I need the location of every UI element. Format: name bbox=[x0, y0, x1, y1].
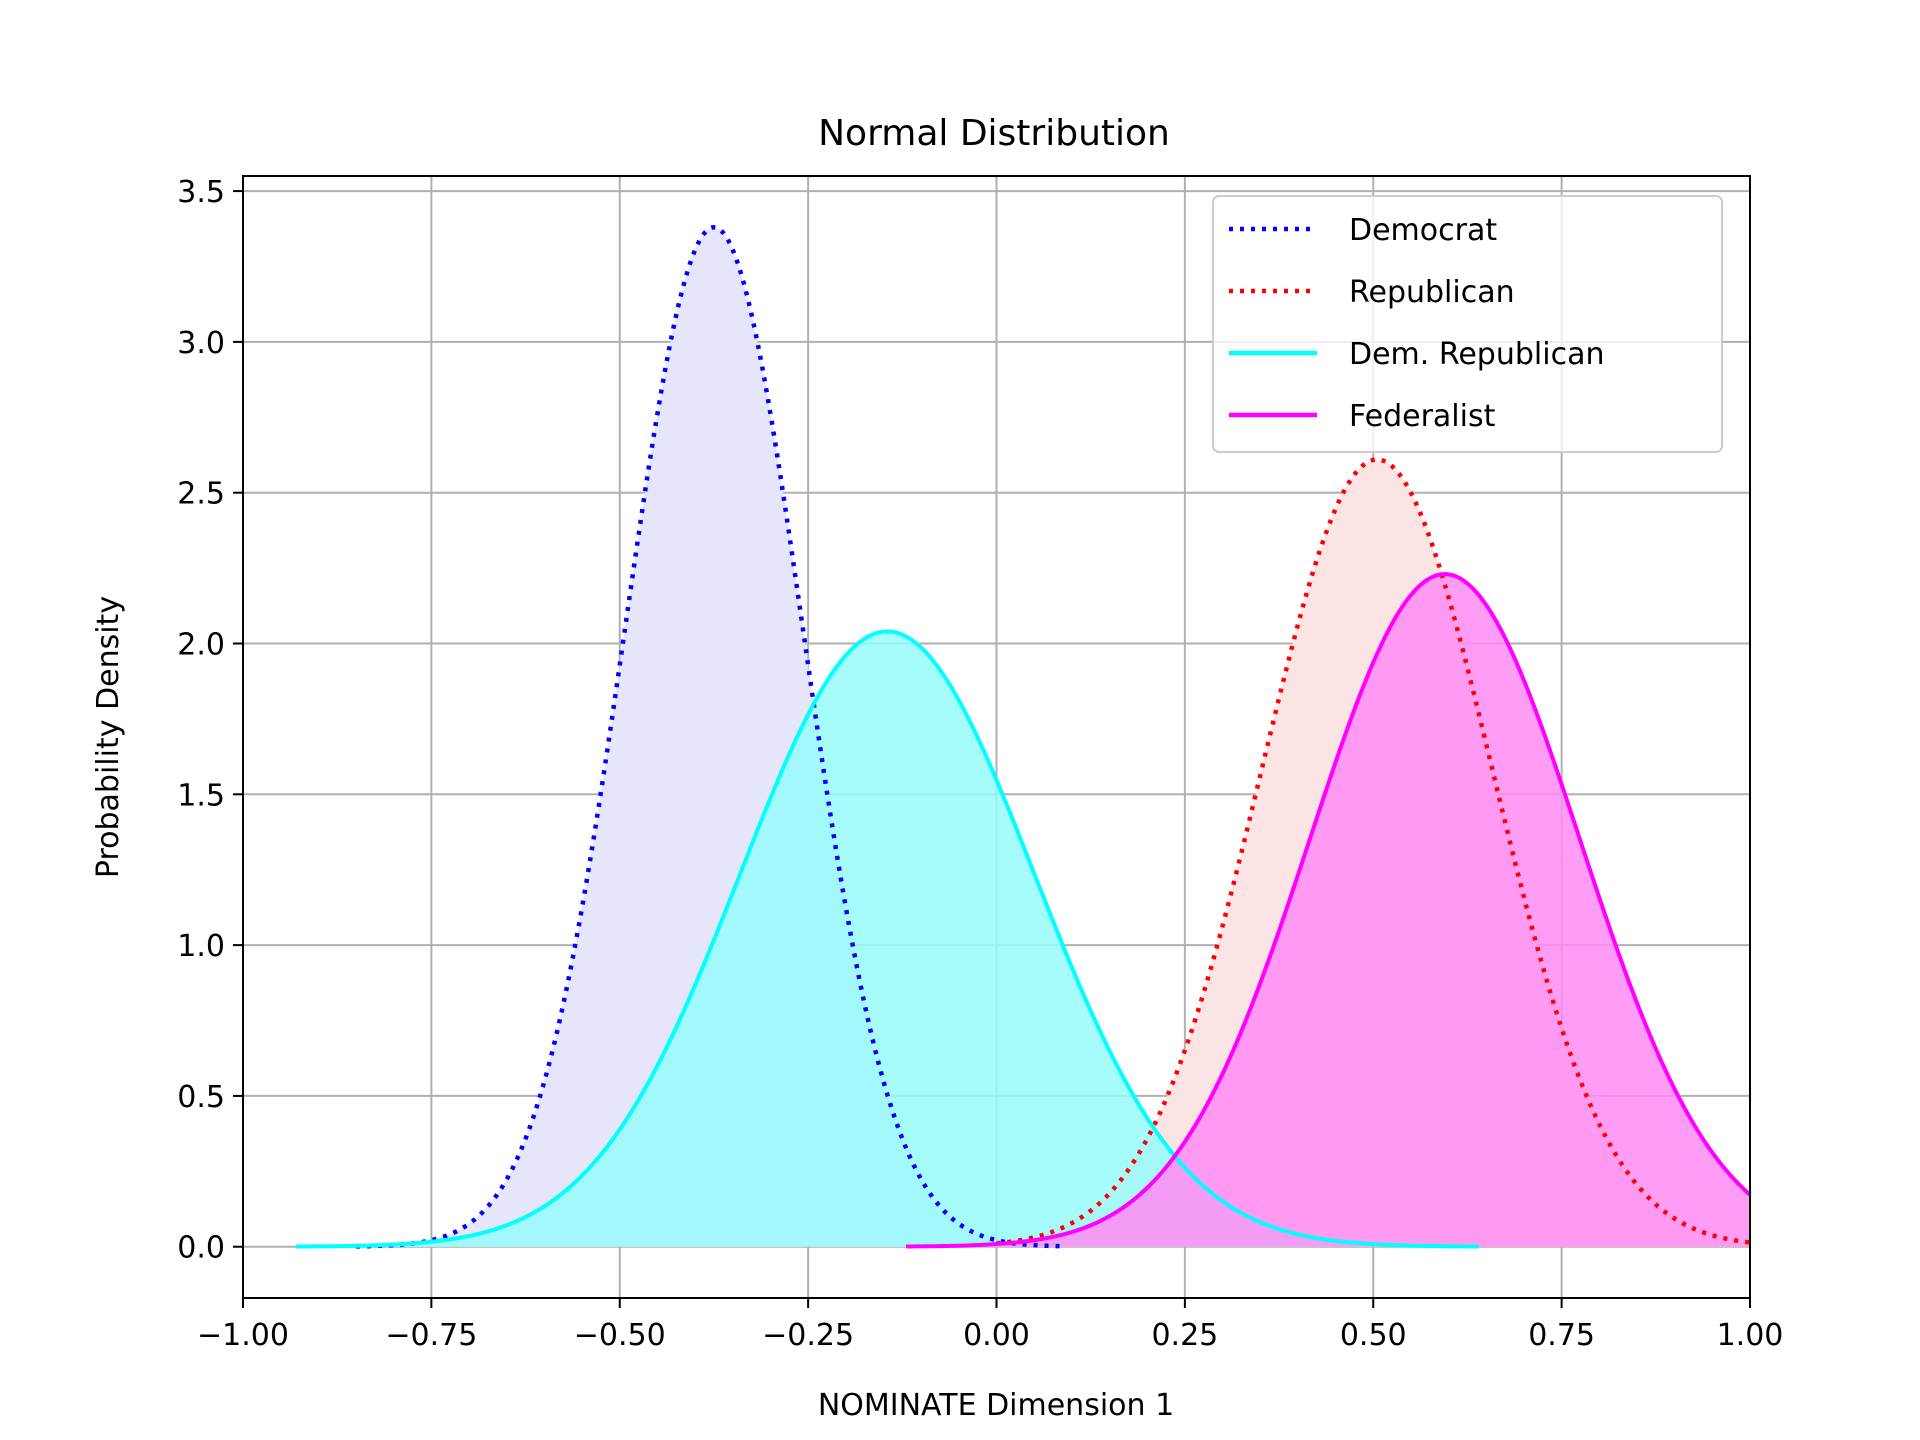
x-tick-label: 0.00 bbox=[963, 1318, 1030, 1353]
x-tick-label: −0.50 bbox=[574, 1318, 666, 1353]
y-tick-label: 0.5 bbox=[177, 1080, 225, 1115]
legend-label: Republican bbox=[1349, 275, 1515, 310]
x-tick-label: 0.75 bbox=[1528, 1318, 1595, 1353]
y-tick-label: 3.0 bbox=[177, 326, 225, 361]
series-lines bbox=[295, 225, 1752, 1249]
series-fill-federalist bbox=[906, 574, 1750, 1247]
series-line-federalist bbox=[906, 572, 1752, 1249]
series-line-dem-republican bbox=[295, 629, 1479, 1249]
x-tick-label: 0.25 bbox=[1151, 1318, 1218, 1353]
legend-label: Democrat bbox=[1349, 213, 1497, 248]
x-axis: −1.00 −0.75 −0.50 −0.25 0.00 0.25 0.50 0.75 1.00 bbox=[197, 1298, 1783, 1353]
y-axis: 0.0 0.5 1.0 1.5 2.0 2.5 3.0 3.5 bbox=[177, 175, 243, 1266]
y-tick-label: 1.5 bbox=[177, 778, 225, 813]
y-tick-label: 2.5 bbox=[177, 477, 225, 512]
chart-title: Normal Distribution bbox=[818, 113, 1170, 154]
x-tick-label: −0.25 bbox=[762, 1318, 854, 1353]
y-tick-label: 1.0 bbox=[177, 929, 225, 964]
y-axis-label: Probability Density bbox=[91, 596, 126, 878]
x-tick-label: 1.00 bbox=[1717, 1318, 1784, 1353]
series-fills bbox=[295, 227, 1750, 1247]
legend-label: Federalist bbox=[1349, 399, 1496, 434]
series-line-democrat bbox=[355, 225, 1065, 1249]
y-tick-label: 3.5 bbox=[177, 175, 225, 210]
legend-label: Dem. Republican bbox=[1349, 337, 1604, 372]
x-tick-label: −1.00 bbox=[197, 1318, 289, 1353]
x-tick-label: 0.50 bbox=[1340, 1318, 1407, 1353]
y-tick-label: 0.0 bbox=[177, 1231, 225, 1266]
series-line-republican bbox=[996, 457, 1751, 1246]
series-fill-democrat bbox=[356, 227, 1065, 1247]
legend-box bbox=[1212, 195, 1723, 453]
x-tick-label: −0.75 bbox=[385, 1318, 477, 1353]
x-axis-label: NOMINATE Dimension 1 bbox=[818, 1388, 1174, 1423]
series-fill-dem-republican bbox=[295, 631, 1479, 1247]
y-tick-label: 2.0 bbox=[177, 628, 225, 663]
legend: Democrat Republican Dem. Republican Federal… bbox=[1212, 195, 1723, 453]
